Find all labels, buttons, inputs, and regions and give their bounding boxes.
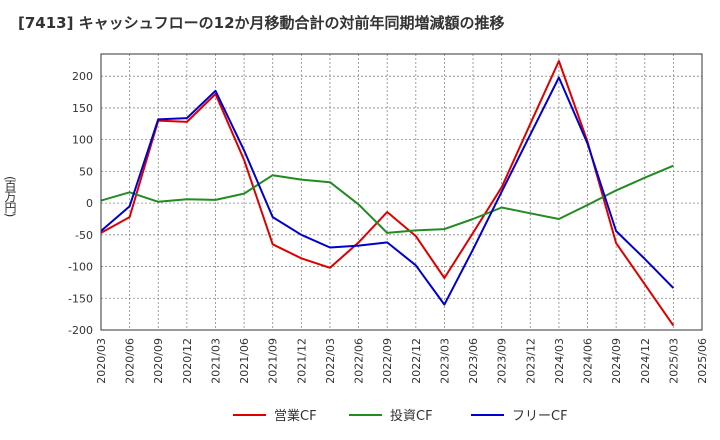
y-tick-label: 0	[86, 197, 93, 210]
x-tick-label: 2022/03	[324, 338, 337, 384]
x-tick-label: 2021/03	[209, 338, 222, 384]
x-tick-label: 2021/12	[295, 338, 308, 384]
x-tick-label: 2023/09	[496, 338, 509, 384]
x-tick-label: 2023/12	[524, 338, 537, 384]
x-tick-label: 2024/03	[553, 338, 566, 384]
x-tick-label: 2022/09	[381, 338, 394, 384]
series-lines	[100, 60, 675, 327]
x-tick-label: 2025/03	[667, 338, 680, 384]
x-tick-label: 2020/06	[124, 338, 137, 384]
legend-label: フリーCF	[512, 409, 568, 424]
y-tick-label: 50	[79, 165, 93, 178]
y-tick-label: 150	[72, 102, 93, 115]
x-tick-label: 2025/06	[696, 338, 709, 384]
legend: 営業CF 投資CF フリーCF	[233, 408, 568, 424]
x-tick-label: 2020/03	[95, 338, 108, 384]
y-tick-label: 200	[72, 70, 93, 83]
y-axis-label: (百万円)	[3, 176, 17, 217]
x-tick-label: 2020/09	[152, 338, 165, 384]
y-tick-label: -150	[68, 292, 93, 305]
series-line	[100, 76, 675, 306]
y-axis-ticks: -200 -150 -100 -50 0 50 100 150 200	[68, 70, 93, 337]
x-tick-label: 2023/03	[438, 338, 451, 384]
x-tick-label: 2022/06	[353, 338, 366, 384]
x-tick-label: 2024/09	[610, 338, 623, 384]
plot-border	[100, 53, 703, 331]
x-tick-label: 2022/12	[410, 338, 423, 384]
series-line	[100, 164, 674, 234]
x-tick-label: 2024/06	[582, 338, 595, 384]
y-tick-label: -100	[68, 261, 93, 274]
x-axis-ticks: 2020/03 2020/06 2020/09 2020/12 2021/03 2021/…	[95, 338, 709, 384]
x-tick-label: 2023/06	[467, 338, 480, 384]
y-tick-label: -200	[68, 324, 93, 337]
legend-label: 営業CF	[274, 408, 317, 424]
x-tick-label: 2024/12	[639, 338, 652, 384]
y-tick-label: 100	[72, 134, 93, 147]
legend-label: 投資CF	[390, 408, 433, 424]
x-tick-label: 2021/09	[267, 338, 280, 384]
x-tick-label: 2021/06	[238, 338, 251, 384]
x-tick-label: 2020/12	[181, 338, 194, 384]
y-tick-label: -50	[75, 229, 93, 242]
chart-title: [7413] キャッシュフローの12か月移動合計の対前年同期増減額の推移	[18, 14, 505, 32]
series-line	[100, 60, 675, 327]
